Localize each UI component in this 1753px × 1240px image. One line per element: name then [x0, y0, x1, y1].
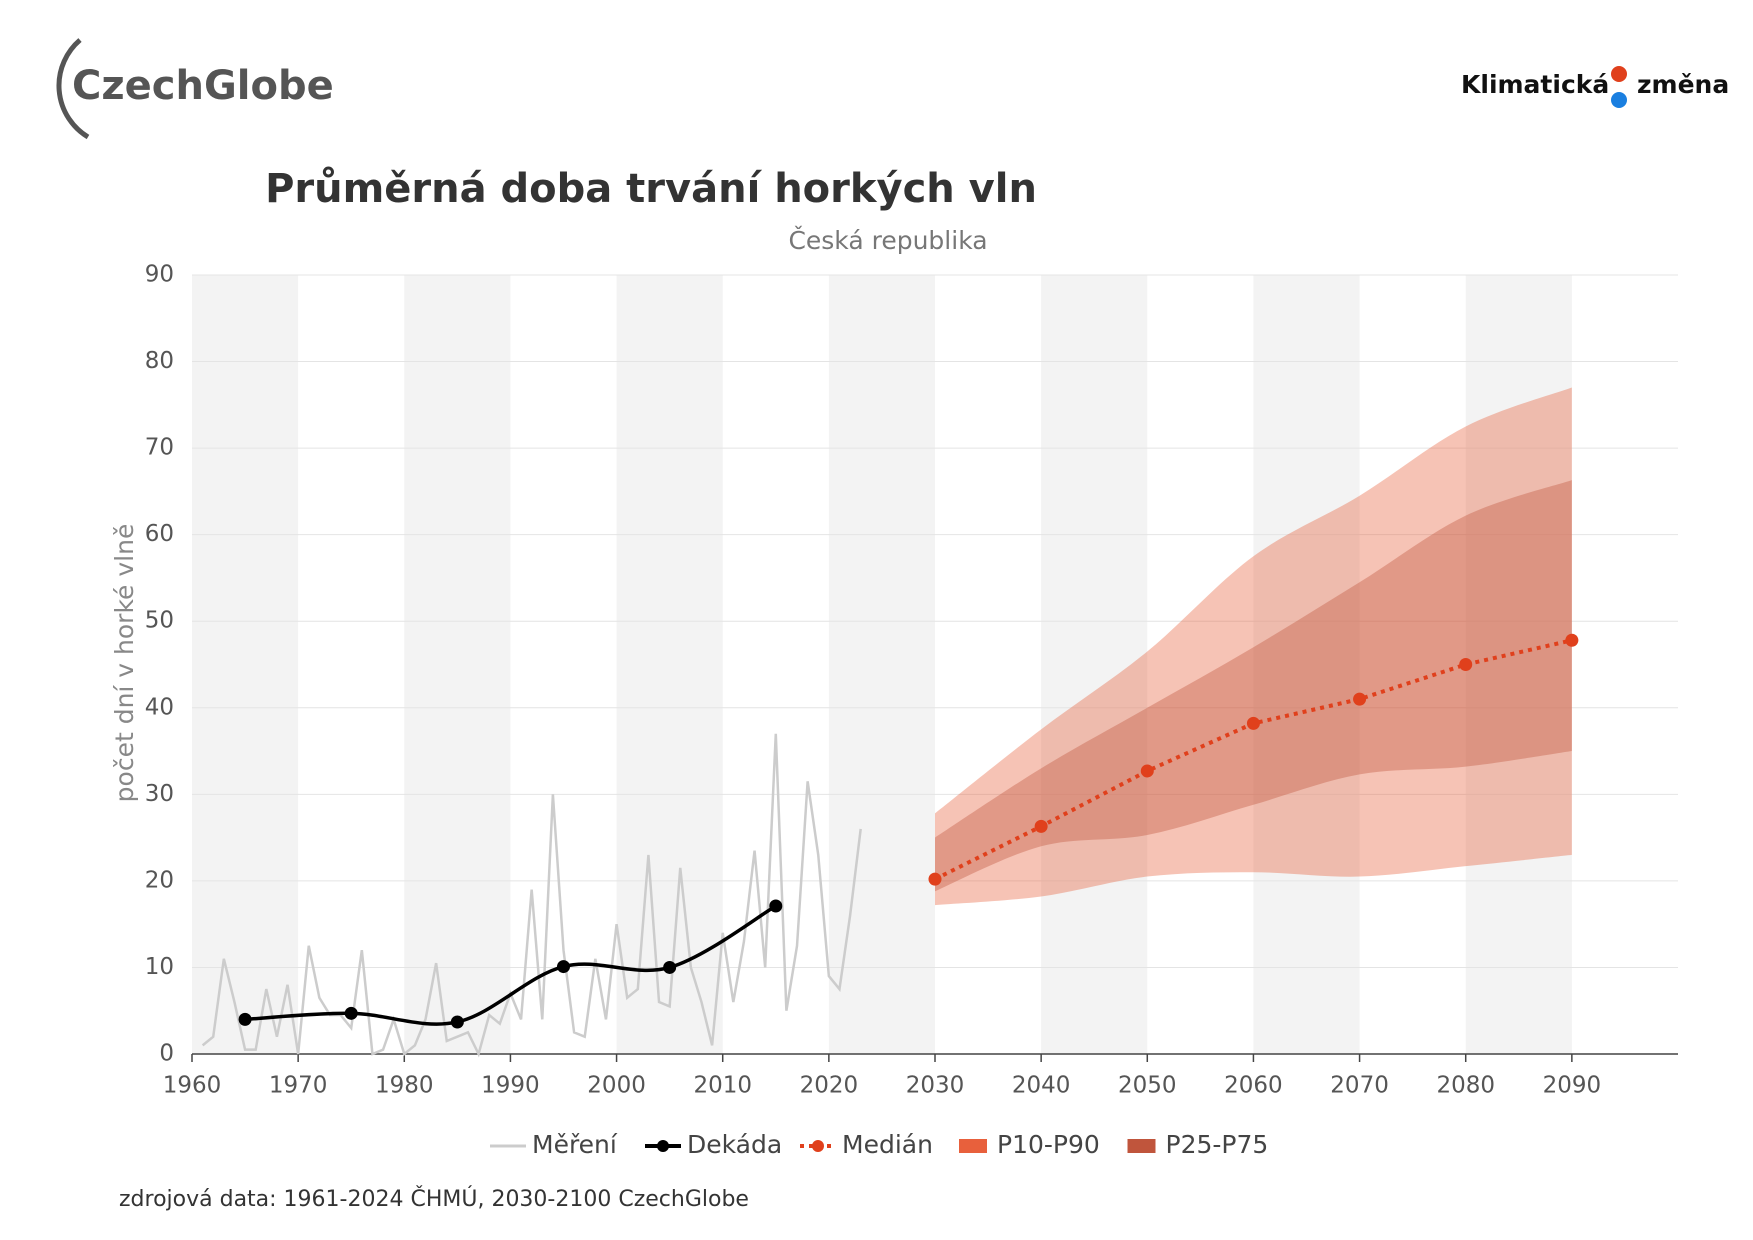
y-tick-label: 50: [145, 608, 174, 634]
data-point: [344, 1006, 358, 1020]
legend-swatch: [959, 1139, 987, 1153]
decade-line: [244, 904, 777, 1026]
logo-drop-red: [1611, 66, 1627, 82]
data-point: [663, 960, 677, 974]
data-point: [238, 1012, 252, 1026]
measurement-line: [201, 733, 862, 1058]
logo-drop-blue: [1611, 92, 1627, 108]
legend-dot: [657, 1140, 669, 1152]
x-tick-label: 2090: [1543, 1073, 1602, 1099]
decade-band: [192, 275, 299, 1054]
x-tick-label: 2040: [1012, 1073, 1071, 1099]
logo-arc: [56, 38, 90, 140]
data-point: [557, 960, 570, 974]
decade-band: [1253, 275, 1360, 1054]
legend-label: P10-P90: [997, 1130, 1100, 1159]
data-point: [928, 872, 942, 886]
data-point: [1246, 716, 1260, 730]
y-tick-label: 10: [145, 954, 174, 980]
y-tick-label: 0: [159, 1041, 174, 1067]
x-tick-label: 1990: [481, 1073, 540, 1099]
legend: Měření Dekáda Medián P10-P90 P25-P75: [490, 1130, 1268, 1159]
decade-band: [616, 275, 723, 1054]
legend-label: Medián: [842, 1130, 933, 1159]
logo-text: CzechGlobe: [72, 63, 334, 109]
x-tick-label: 2060: [1224, 1073, 1283, 1099]
logo-text: Klimatická: [1461, 70, 1609, 99]
chart-subtitle: Česká republika: [788, 225, 987, 255]
decade-band: [1041, 275, 1148, 1054]
data-point: [1353, 692, 1367, 706]
y-tick-label: 70: [145, 435, 174, 461]
data-point: [1459, 658, 1473, 671]
band-area: [935, 480, 1572, 892]
y-axis-label: počet dní v horké vlně: [110, 524, 139, 803]
band-area: [935, 387, 1572, 906]
legend-swatch: [1127, 1139, 1156, 1153]
x-tick-label: 2020: [800, 1073, 859, 1099]
legend-label: P25-P75: [1166, 1130, 1269, 1159]
y-tick-label: 90: [145, 262, 174, 288]
source-note: zdrojová data: 1961-2024 ČHMÚ, 2030-2100…: [119, 1186, 749, 1212]
x-tick-label: 2010: [693, 1073, 752, 1099]
decade-band: [828, 275, 935, 1054]
data-point: [450, 1015, 464, 1029]
logo-right: Klimatická změna: [1461, 66, 1729, 108]
x-tick-label: 2070: [1330, 1073, 1389, 1099]
decade-band: [1465, 275, 1572, 1054]
x-tick-label: 1970: [269, 1073, 328, 1099]
logo-text: změna: [1637, 70, 1729, 99]
legend-dot: [812, 1140, 824, 1152]
legend-label: Měření: [532, 1130, 618, 1159]
y-tick-label: 30: [145, 781, 174, 807]
data-point: [769, 899, 783, 913]
y-tick-label: 60: [145, 521, 174, 547]
data-point: [1034, 819, 1048, 833]
logo-left: CzechGlobe: [56, 38, 334, 140]
y-tick-label: 20: [145, 867, 174, 893]
data-point: [1565, 633, 1579, 647]
y-tick-label: 80: [145, 348, 174, 374]
chart-title: Průměrná doba trvání horkých vln: [265, 165, 1037, 212]
x-tick-label: 2000: [587, 1073, 646, 1099]
x-tick-label: 1960: [163, 1073, 222, 1099]
legend-label: Dekáda: [687, 1130, 782, 1159]
decade-band: [404, 275, 511, 1054]
data-point: [1140, 764, 1154, 778]
x-tick-label: 2030: [906, 1073, 965, 1099]
x-tick-label: 2080: [1436, 1073, 1495, 1099]
x-tick-label: 1980: [375, 1073, 434, 1099]
x-tick-label: 2050: [1118, 1073, 1177, 1099]
y-tick-label: 40: [145, 694, 174, 720]
